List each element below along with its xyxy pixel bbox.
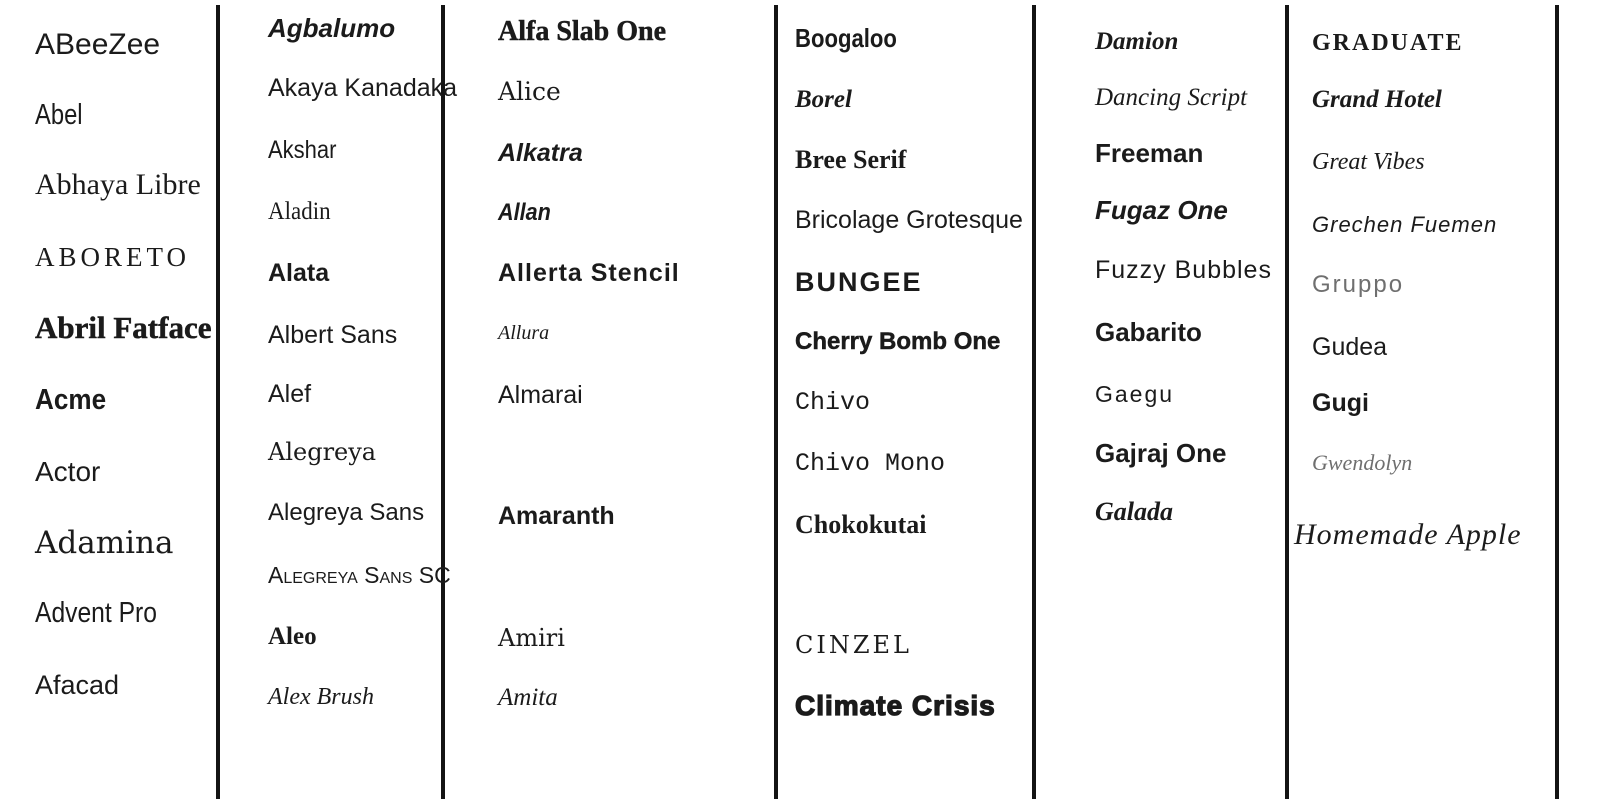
font-item: BUNGEE [795, 267, 923, 297]
font-item: Amaranth [498, 502, 615, 530]
font-item: Agbalumo [268, 13, 396, 43]
font-item: Freeman [1095, 138, 1204, 168]
font-item: Akaya Kanadaka [268, 74, 458, 102]
font-item: Grechen Fuemen [1312, 212, 1498, 237]
font-item: Acme [35, 384, 107, 416]
font-item: Boogaloo [795, 23, 897, 53]
font-item: Alex Brush [268, 684, 374, 710]
font-item: Alegreya Sans [268, 499, 425, 526]
font-item: Grand Hotel [1312, 86, 1442, 113]
font-item: ABORETO [35, 242, 191, 272]
font-item: Dancing Script [1095, 84, 1248, 111]
font-item: Alata [268, 259, 330, 287]
font-item: Chivo [795, 388, 871, 417]
font-item: Homemade Apple [1294, 518, 1522, 551]
font-item: Afacad [35, 670, 120, 700]
font-item: Allerta Stencil [498, 259, 680, 287]
font-item: Amita [498, 684, 558, 711]
font-item: Abril Fatface [35, 310, 212, 346]
font-item: Cherry Bomb One [795, 328, 1001, 356]
font-item: Bricolage Grotesque [795, 206, 1023, 234]
font-item: GRADUATE [1312, 30, 1464, 56]
font-item: Gudea [1312, 333, 1388, 361]
font-item: Alegreya [268, 438, 377, 466]
font-item: Fuzzy Bubbles [1095, 256, 1272, 284]
font-item: Great Vibes [1312, 149, 1425, 175]
font-item: Amiri [498, 624, 565, 652]
column-divider [774, 5, 778, 799]
font-item: Albert Sans [268, 321, 398, 349]
font-item: Gugi [1312, 389, 1369, 417]
font-item: Alkatra [498, 139, 583, 167]
font-item: Almarai [498, 381, 583, 409]
font-item: Gabarito [1095, 317, 1202, 347]
font-item: Abhaya Libre [35, 168, 201, 201]
column-divider [1285, 5, 1289, 799]
font-item: Alice [498, 77, 561, 106]
font-item: Actor [35, 456, 101, 487]
font-item: Allura [498, 322, 550, 344]
font-item: Abel [35, 99, 83, 131]
font-item: Alegreya Sans SC [268, 562, 451, 588]
font-item: Bree Serif [795, 145, 907, 174]
font-item: Chivo Mono [795, 449, 946, 478]
font-item: Advent Pro [35, 597, 157, 629]
column-divider [216, 5, 220, 799]
font-item: Gruppo [1312, 271, 1405, 298]
font-item: Chokokutai [795, 510, 927, 539]
font-item: CINZEL [795, 631, 912, 659]
font-item: Fugaz One [1095, 195, 1228, 225]
column-divider [441, 5, 445, 799]
font-item: Alef [268, 380, 312, 408]
font-item: Climate Crisis [794, 689, 996, 721]
font-item: Aladin [268, 198, 331, 225]
font-item: Allan [498, 199, 551, 226]
font-item: Akshar [268, 136, 337, 164]
font-item: Alfa Slab One [498, 16, 667, 48]
font-item: Adamina [35, 525, 174, 561]
font-item: Damion [1095, 28, 1179, 55]
font-item: Borel [795, 86, 852, 113]
column-divider [1032, 5, 1036, 799]
font-item: Galada [1095, 497, 1173, 526]
font-item: Gaegu [1095, 381, 1175, 407]
font-item: Aleo [268, 623, 317, 650]
column-divider [1555, 5, 1559, 799]
font-item: Gwendolyn [1312, 450, 1413, 475]
font-item: Gajraj One [1095, 438, 1227, 468]
font-item: ABeeZee [35, 28, 161, 61]
